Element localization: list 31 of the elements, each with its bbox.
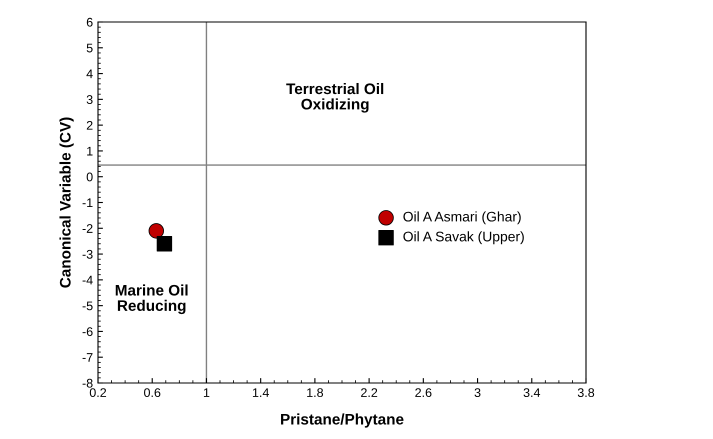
x-tick-label: 2.6 (415, 388, 432, 398)
x-axis-title: Pristane/Phytane (281, 413, 404, 428)
y-tick-label: -3 (82, 250, 93, 259)
y-tick-label: 1 (87, 146, 93, 156)
y-tick-label: -6 (82, 327, 93, 336)
y-tick-label: 5 (86, 44, 93, 52)
y-tick-label: -2 (82, 224, 93, 233)
annotation: Marine Oil Reducing (116, 284, 188, 314)
y-tick-label: 6 (86, 18, 93, 27)
legend-label: Oil A Savak (Upper) (403, 231, 524, 244)
x-tick-label: 1 (204, 388, 210, 397)
x-tick-label: 1.4 (252, 388, 269, 397)
x-tick-label: 3.8 (578, 388, 594, 398)
y-axis-title: Canonical Variable (CV) (59, 118, 74, 288)
y-tick-label: -5 (82, 302, 93, 310)
x-tick-label: 0.2 (90, 388, 106, 398)
y-tick-label: -7 (82, 353, 93, 362)
y-tick-label: -8 (82, 378, 93, 388)
legend-label: Oil A Asmari (Ghar) (403, 211, 521, 224)
y-tick-label: -4 (82, 276, 93, 284)
x-tick-label: 1.8 (307, 388, 324, 398)
x-tick-label: 3.4 (524, 388, 540, 398)
x-tick-label: 0.6 (144, 388, 160, 398)
y-tick-label: 2 (86, 120, 93, 130)
annotation: Terrestrial Oil Oxidizing (286, 82, 384, 113)
x-tick-label: 3 (474, 388, 480, 398)
y-tick-label: -1 (82, 198, 93, 208)
y-tick-label: 3 (86, 95, 93, 104)
x-tick-label: 2.2 (361, 388, 378, 397)
y-tick-label: 4 (86, 70, 93, 78)
y-tick-label: 0 (86, 172, 93, 182)
